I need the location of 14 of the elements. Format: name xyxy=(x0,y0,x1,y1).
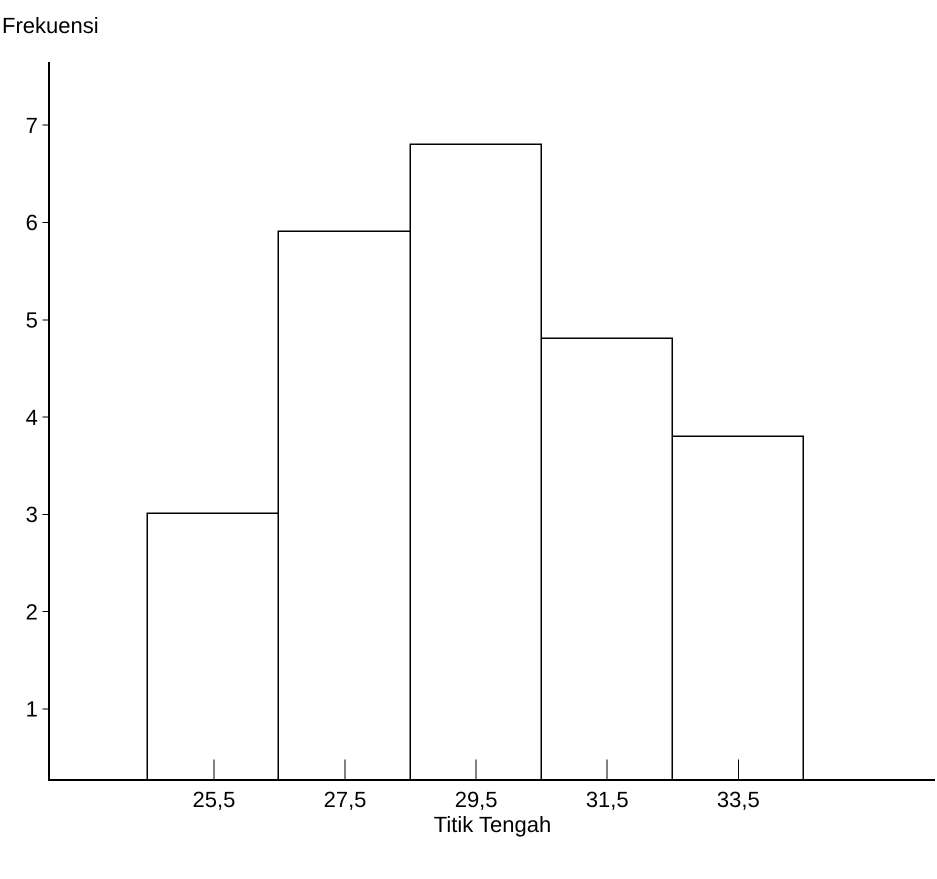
x-tick-label: 27,5 xyxy=(324,787,366,812)
x-tick-label: 29,5 xyxy=(454,787,498,812)
x-tick-label: 33,5 xyxy=(716,787,760,812)
x-axis-title: Titik Tengah xyxy=(434,812,552,838)
y-tick-label: 7 xyxy=(26,112,38,138)
y-axis-title: Frekuensi xyxy=(2,13,99,38)
y-tick-label: 6 xyxy=(26,210,38,236)
x-tick-label: 25,5 xyxy=(192,787,236,812)
x-tick-label: 31,5 xyxy=(586,787,629,812)
y-tick-label: 4 xyxy=(26,404,38,430)
y-tick-label: 2 xyxy=(26,599,38,624)
y-tick-label: 1 xyxy=(26,696,38,722)
y-tick-label: 5 xyxy=(26,308,38,333)
y-tick-label: 3 xyxy=(26,502,38,528)
